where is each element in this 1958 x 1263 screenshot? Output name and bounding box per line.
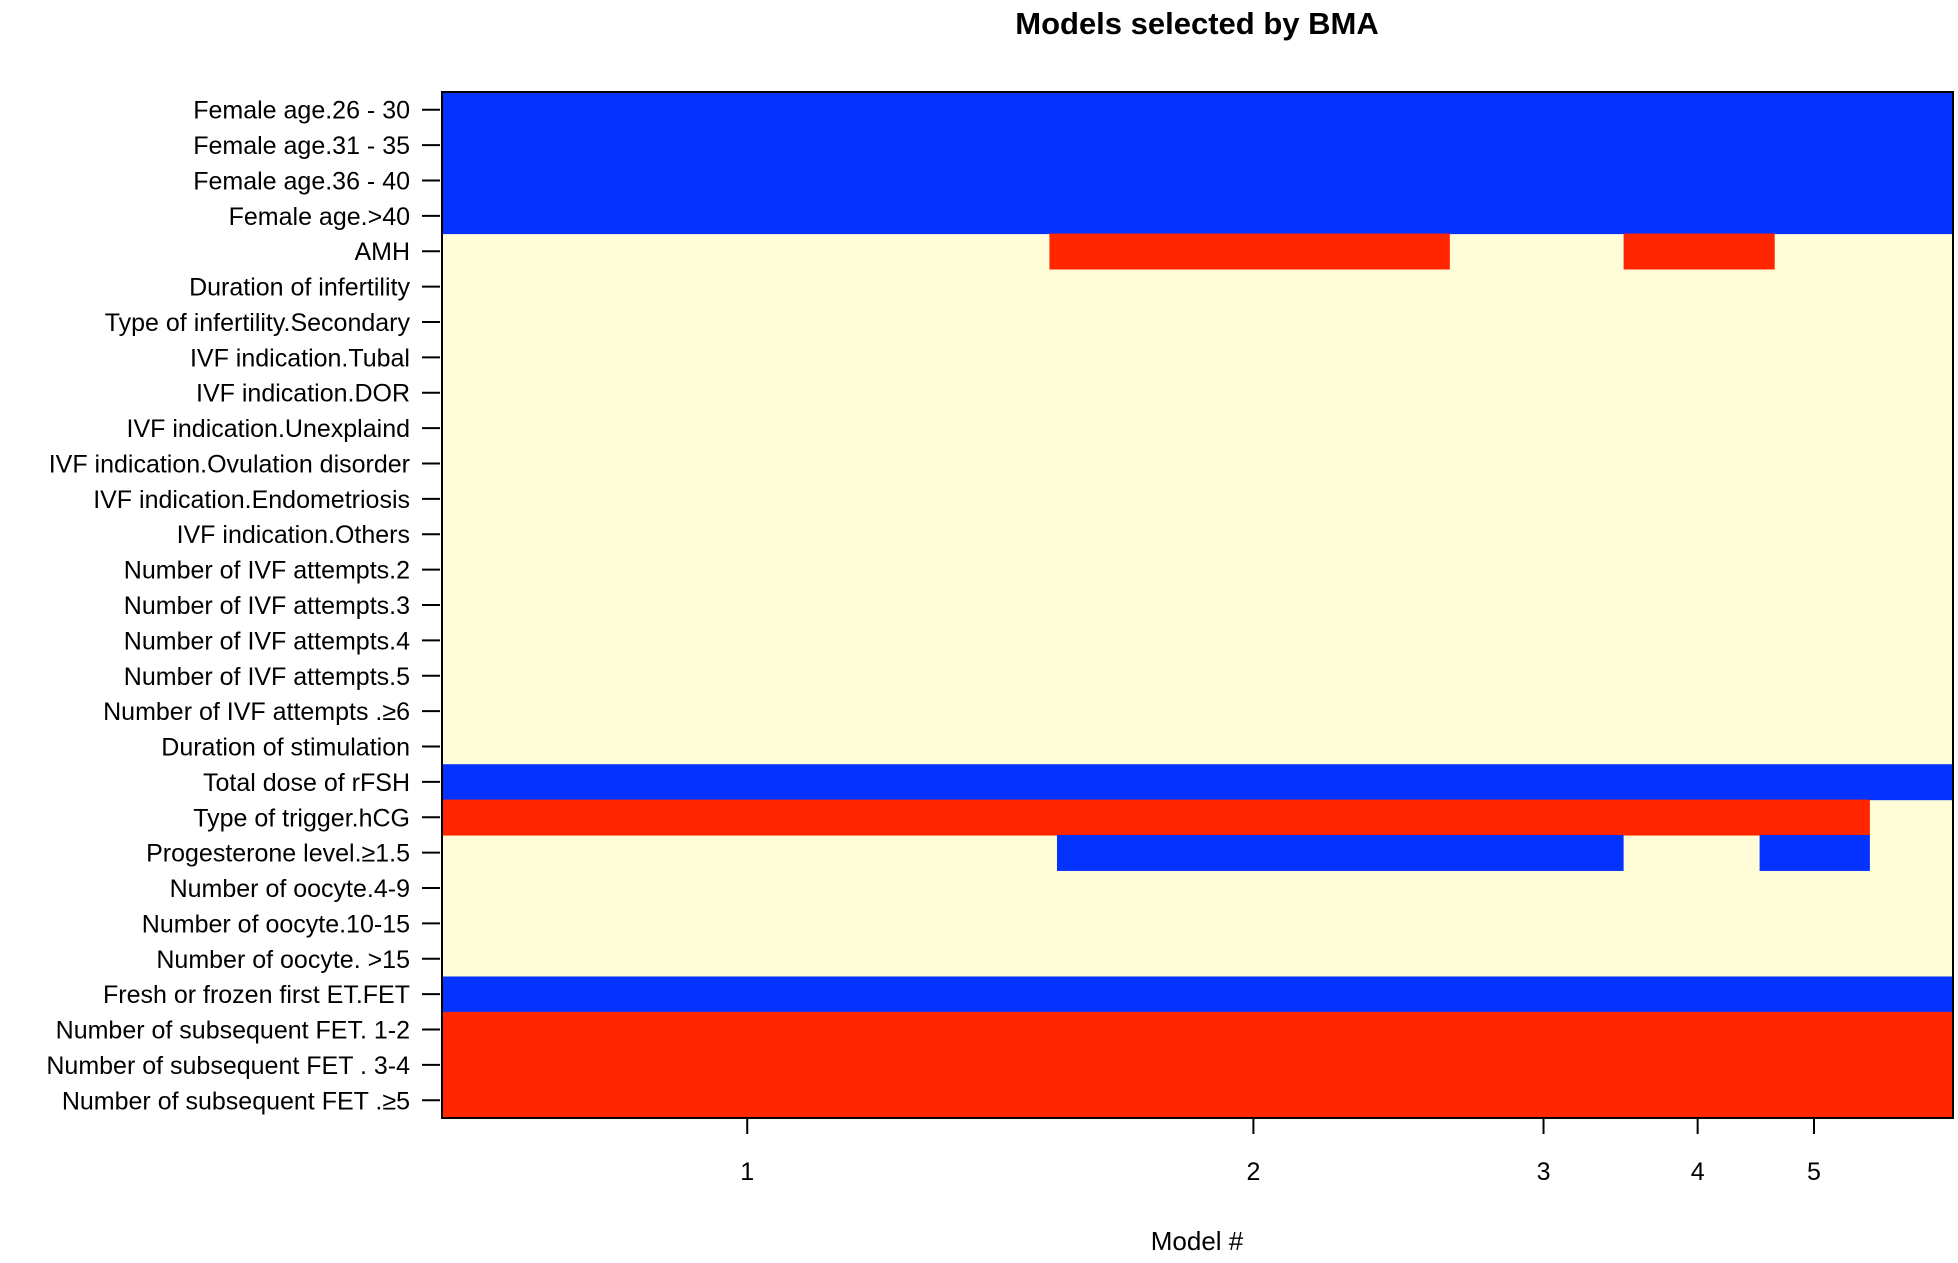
row-label: Female age.26 - 30 (193, 97, 410, 125)
row-label: Duration of stimulation (161, 734, 410, 762)
cell-positive (442, 764, 1953, 801)
cell-positive (1759, 834, 1870, 871)
row-label: Number of oocyte. >15 (156, 946, 410, 974)
row-label: Number of IVF attempts.5 (124, 663, 410, 691)
cell-negative (442, 1047, 1953, 1084)
row-label: IVF indication.Others (177, 521, 410, 549)
cell-positive (1056, 834, 1624, 871)
row-label: Fresh or frozen first ET.FET (103, 981, 410, 1009)
row-label: Female age.>40 (229, 203, 410, 231)
cell-positive (442, 162, 1953, 199)
row-labels: Female age.26 - 30 Female age.31 - 35 Fema… (46, 97, 440, 1115)
cell-negative (1049, 233, 1450, 270)
cell-positive (442, 92, 1953, 128)
row-label: Female age.36 - 40 (193, 167, 410, 195)
row-label: Type of trigger.hCG (193, 804, 410, 832)
row-label: Number of subsequent FET . 3-4 (46, 1052, 410, 1080)
cell-positive (442, 198, 1953, 235)
cell-negative (1623, 233, 1775, 270)
row-label: Number of IVF attempts .≥6 (103, 698, 410, 726)
row-label: Type of infertility.Secondary (105, 309, 411, 337)
row-label: IVF indication.Tubal (190, 344, 410, 372)
x-tick-label: 2 (1246, 1158, 1260, 1186)
row-label: Number of IVF attempts.3 (124, 592, 410, 620)
plot-frame (441, 91, 1954, 1119)
x-axis: 1 2 3 4 5 (740, 1118, 1821, 1186)
cell-negative (442, 799, 1870, 836)
row-label: Number of subsequent FET .≥5 (62, 1087, 410, 1115)
row-label: Progesterone level.≥1.5 (146, 840, 410, 868)
row-label: Number of IVF attempts.2 (124, 557, 410, 585)
row-label: AMH (354, 238, 410, 266)
row-label: Number of oocyte.4-9 (170, 875, 410, 903)
cell-positive (442, 976, 1953, 1013)
plot-area (441, 91, 1954, 1119)
row-label: IVF indication.DOR (196, 380, 410, 408)
row-label: Number of oocyte.10-15 (142, 910, 410, 938)
row-label: IVF indication.Unexplaind (127, 415, 411, 443)
row-label: Female age.31 - 35 (193, 132, 410, 160)
row-label: IVF indication.Ovulation disorder (49, 450, 410, 478)
chart-title: Models selected by BMA (1015, 6, 1378, 41)
cell-negative (442, 1011, 1953, 1048)
cell-negative (442, 1082, 1953, 1119)
row-label: Total dose of rFSH (203, 769, 410, 797)
x-tick-label: 4 (1691, 1158, 1705, 1186)
row-label: IVF indication.Endometriosis (93, 486, 410, 514)
row-label: Number of IVF attempts.4 (124, 627, 410, 655)
x-tick-label: 5 (1807, 1158, 1821, 1186)
cell-positive (442, 127, 1953, 164)
x-tick-label: 3 (1537, 1158, 1551, 1186)
x-tick-label: 1 (740, 1158, 754, 1186)
row-label: Duration of infertility (189, 274, 410, 302)
x-axis-label: Model # (1151, 1226, 1244, 1256)
row-label: Number of subsequent FET. 1-2 (56, 1017, 410, 1045)
